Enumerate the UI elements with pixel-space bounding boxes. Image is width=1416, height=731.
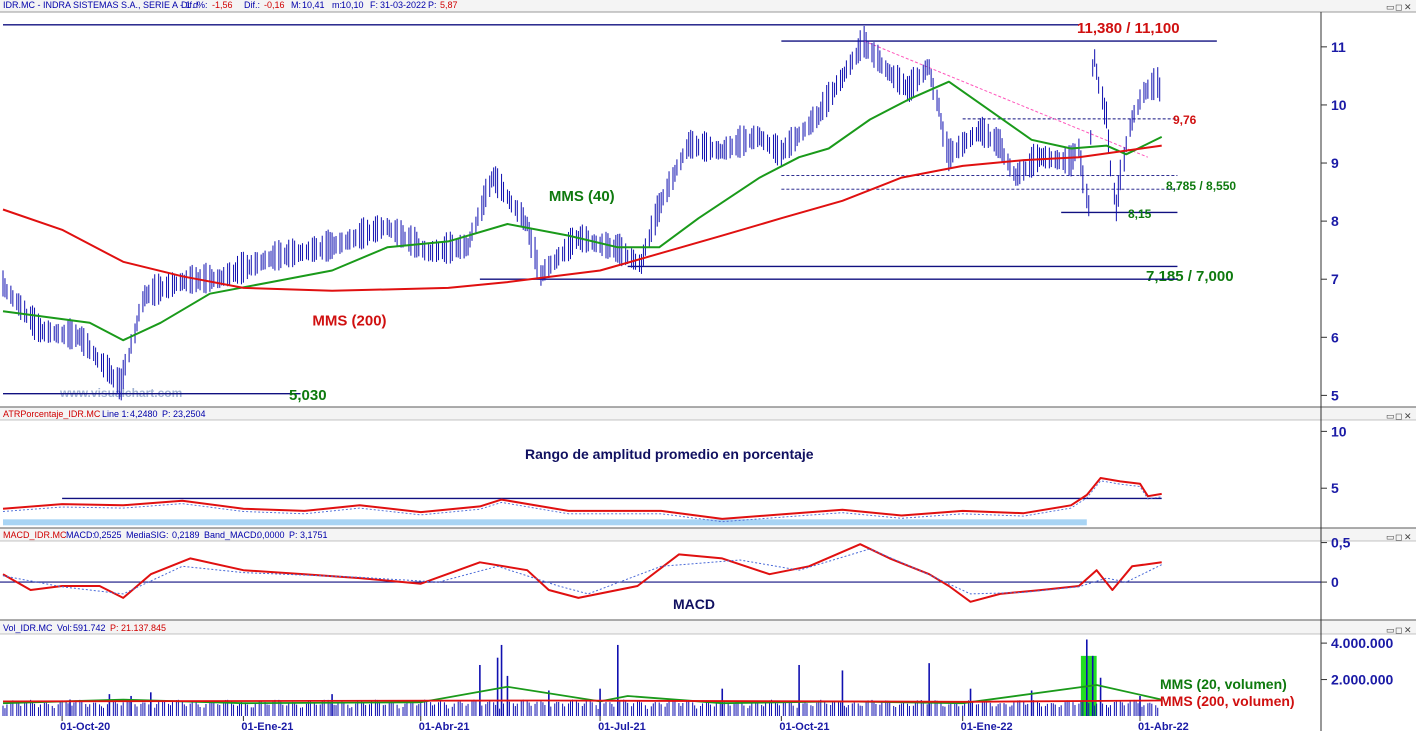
price-header-date: 31-03-2022: [380, 0, 426, 10]
atr-signal-line: [2, 480, 1162, 523]
x-tick-label: 01-Ene-21: [241, 721, 293, 731]
series-annotation: MMS (200): [312, 313, 386, 330]
y-tick-label: 4.000.000: [1331, 635, 1393, 651]
y-tick-label: 7: [1331, 271, 1339, 287]
price-header-dif: -0,16: [264, 0, 285, 10]
mms200-line: [2, 144, 1162, 292]
panel-header-strip: [0, 407, 1416, 420]
vol-mms20-line: [2, 684, 1162, 705]
vol-mms200-legend: MMS (200, volumen): [1160, 693, 1295, 709]
price-header-symbol: IDR.MC - INDRA SISTEMAS S.A., SERIE A - …: [3, 0, 198, 10]
series-annotation: MMS (40): [549, 188, 615, 205]
price-header-max-label: M:: [291, 0, 301, 10]
panel-header-strip: [0, 528, 1416, 541]
price-header: IDR.MC - INDRA SISTEMAS S.A., SERIE A - …: [3, 0, 458, 10]
price-header-difpct: -1,56: [212, 0, 233, 10]
window-controls: ▭ ◻ ✕▭ ◻ ✕▭ ◻ ✕▭ ◻ ✕: [1386, 2, 1412, 635]
x-tick-label: 01-Abr-22: [1138, 721, 1189, 731]
macd-header: MACD_IDR.MC MACD: 0,2525 MediaSIG: 0,218…: [3, 530, 328, 540]
minimize-icon: ▭: [1386, 625, 1395, 635]
restore-icon: ◻: [1395, 625, 1402, 635]
atr-header-name: ATRPorcentaje_IDR.MC: [3, 409, 101, 419]
macd-header-band-label: Band_MACD:: [204, 530, 259, 540]
y-tick-label: 8: [1331, 213, 1339, 229]
vol-mms20-legend: MMS (20, volumen): [1160, 676, 1287, 692]
y-tick-label: 0: [1331, 574, 1339, 590]
atr-header-line-label: Line 1:: [102, 409, 129, 419]
vol-mms200-line: [2, 699, 1162, 703]
trendline: [863, 40, 1149, 158]
close-icon: ✕: [1404, 625, 1412, 635]
level-label: 8,15: [1128, 207, 1152, 221]
volume-header-p-label: P:: [110, 623, 119, 633]
y-tick-label: 0,5: [1331, 535, 1351, 551]
close-icon: ✕: [1404, 2, 1412, 12]
price-header-date-label: F:: [370, 0, 378, 10]
x-tick-label: 01-Abr-21: [419, 721, 470, 731]
macd-header-sig: 0,2189: [172, 530, 200, 540]
atr-header-p: 23,2504: [173, 409, 206, 419]
macd-header-sig-label: MediaSIG:: [126, 530, 169, 540]
close-icon: ✕: [1404, 532, 1412, 542]
price-header-dif-label: Dif.:: [244, 0, 260, 10]
restore-icon: ◻: [1395, 411, 1402, 421]
x-tick-label: 01-Oct-21: [779, 721, 829, 731]
macd-header-p-label: P:: [289, 530, 298, 540]
price-header-difpct-label: Dif. %:: [181, 0, 208, 10]
level-label: 5,030: [289, 387, 327, 404]
atr-header-line: 4,2480: [130, 409, 158, 419]
price-header-min-label: m:: [332, 0, 342, 10]
volume-header-vol: 591.742: [73, 623, 106, 633]
macd-header-macd: 0,2525: [94, 530, 122, 540]
level-label: 8,785 / 8,550: [1166, 179, 1236, 193]
volume-header-name: Vol_IDR.MC: [3, 623, 53, 633]
macd-header-p: 3,1751: [300, 530, 328, 540]
volume-header-p: 21.137.845: [121, 623, 166, 633]
macd-header-macd-label: MACD:: [66, 530, 95, 540]
chart-content: 5 6 7 8 9 10 11 01-Oct-20 01-Ene-21 01-Abr-21 01-J…: [0, 20, 1393, 731]
minimize-icon: ▭: [1386, 411, 1395, 421]
y-tick-label: 2.000.000: [1331, 672, 1393, 688]
macd-header-band: 0,0000: [257, 530, 285, 540]
panel-header-strip: [0, 620, 1416, 634]
level-label: 7,185 / 7,000: [1146, 268, 1234, 285]
restore-icon: ◻: [1395, 2, 1402, 12]
close-icon: ✕: [1404, 411, 1412, 421]
y-tick-label: 6: [1331, 329, 1339, 345]
minimize-icon: ▭: [1386, 532, 1395, 542]
level-label: 9,76: [1173, 113, 1197, 127]
x-tick-label: 01-Jul-21: [598, 721, 646, 731]
macd-signal-line: [2, 548, 1162, 595]
volume-header: Vol_IDR.MC Vol: 591.742 P: 21.137.845: [3, 623, 166, 633]
x-tick-label: 01-Ene-22: [961, 721, 1013, 731]
y-tick-label: 5: [1331, 480, 1339, 496]
price-header-p: 5,87: [440, 0, 458, 10]
y-tick-label: 11: [1331, 39, 1346, 55]
y-tick-label: 10: [1331, 97, 1347, 113]
atr-header: ATRPorcentaje_IDR.MC Line 1: 4,2480 P: 2…: [3, 409, 206, 419]
y-tick-label: 9: [1331, 155, 1339, 171]
mms40-line: [2, 80, 1163, 342]
restore-icon: ◻: [1395, 532, 1402, 542]
atr-title: Rango de amplitud promedio en porcentaje: [525, 446, 814, 462]
atr-band: [3, 519, 1087, 526]
x-tick-label: 01-Oct-20: [60, 721, 110, 731]
y-tick-label: 10: [1331, 423, 1347, 439]
header-strip: [0, 0, 1416, 12]
price-header-max: 10,41: [302, 0, 325, 10]
minimize-icon: ▭: [1386, 2, 1395, 12]
level-label: 11,380 / 11,100: [1077, 20, 1180, 37]
macd-line: [2, 543, 1162, 603]
volume-header-vol-label: Vol:: [57, 623, 72, 633]
price-header-p-label: P:: [428, 0, 437, 10]
atr-header-p-label: P:: [162, 409, 171, 419]
atr-line: [2, 477, 1162, 520]
y-tick-label: 5: [1331, 387, 1339, 403]
price-header-min: 10,10: [341, 0, 364, 10]
macd-header-name: MACD_IDR.MC: [3, 530, 67, 540]
macd-title: MACD: [673, 596, 715, 612]
